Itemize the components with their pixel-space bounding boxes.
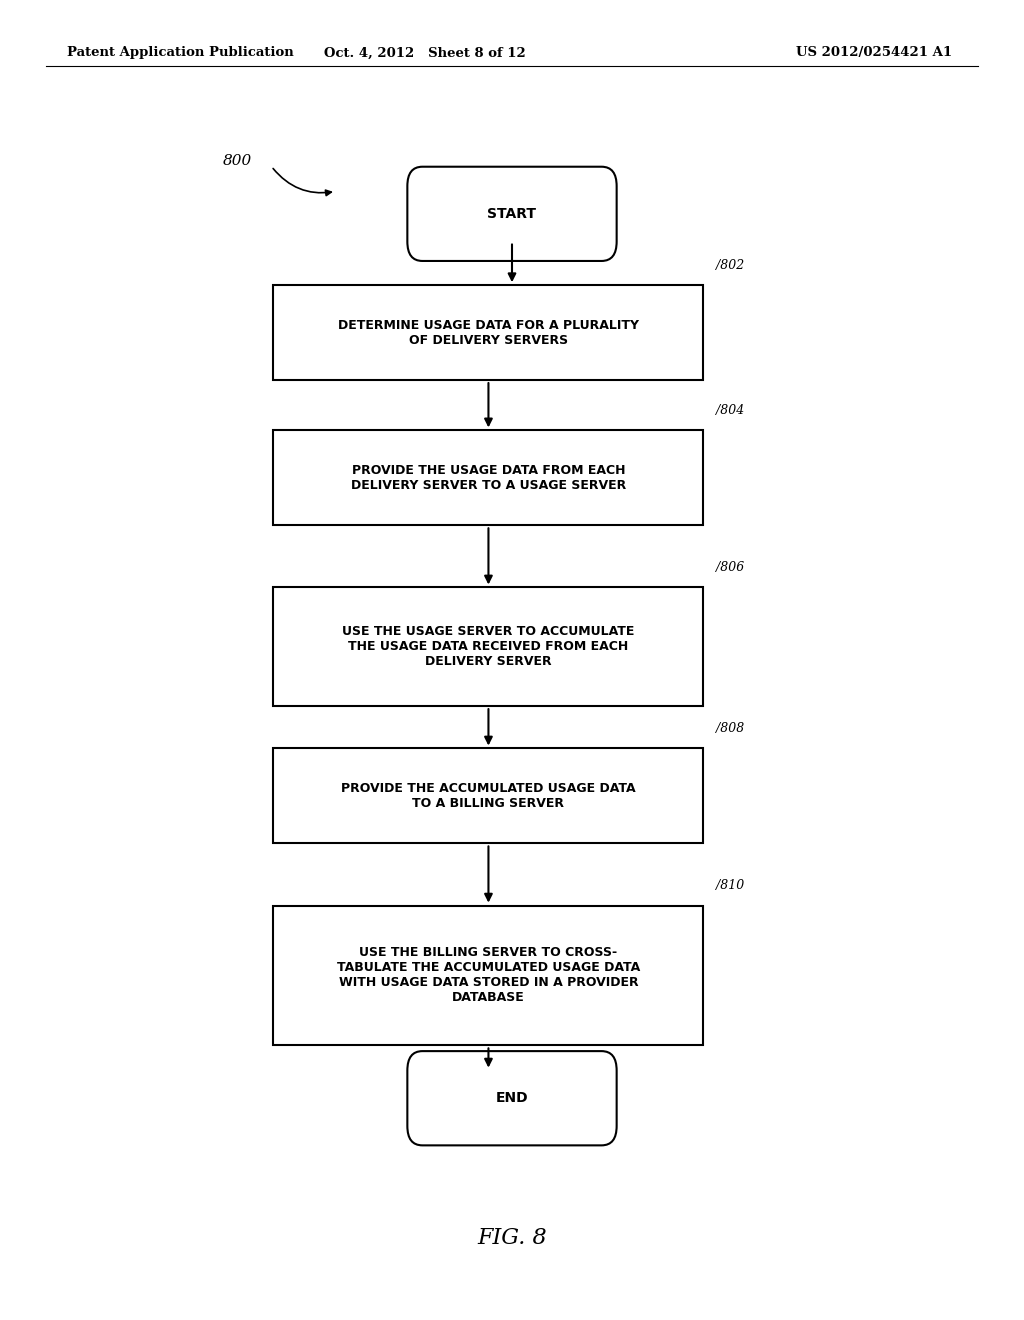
Text: Patent Application Publication: Patent Application Publication <box>67 46 293 59</box>
Text: /802: /802 <box>716 259 744 272</box>
Text: END: END <box>496 1092 528 1105</box>
Text: FIG. 8: FIG. 8 <box>477 1228 547 1249</box>
Text: USE THE USAGE SERVER TO ACCUMULATE
THE USAGE DATA RECEIVED FROM EACH
DELIVERY SE: USE THE USAGE SERVER TO ACCUMULATE THE U… <box>342 626 635 668</box>
Text: US 2012/0254421 A1: US 2012/0254421 A1 <box>797 46 952 59</box>
Text: /804: /804 <box>716 404 744 417</box>
Bar <box>273 748 703 843</box>
Text: /808: /808 <box>716 722 744 735</box>
Bar <box>273 285 703 380</box>
Text: START: START <box>487 207 537 220</box>
Text: PROVIDE THE USAGE DATA FROM EACH
DELIVERY SERVER TO A USAGE SERVER: PROVIDE THE USAGE DATA FROM EACH DELIVER… <box>351 463 626 492</box>
Text: /810: /810 <box>716 879 744 892</box>
Text: PROVIDE THE ACCUMULATED USAGE DATA
TO A BILLING SERVER: PROVIDE THE ACCUMULATED USAGE DATA TO A … <box>341 781 636 810</box>
Text: 800: 800 <box>223 154 253 168</box>
Text: /806: /806 <box>716 561 744 574</box>
FancyBboxPatch shape <box>408 1051 616 1146</box>
Bar <box>273 587 703 706</box>
Text: Oct. 4, 2012   Sheet 8 of 12: Oct. 4, 2012 Sheet 8 of 12 <box>324 46 526 59</box>
Text: USE THE BILLING SERVER TO CROSS-
TABULATE THE ACCUMULATED USAGE DATA
WITH USAGE : USE THE BILLING SERVER TO CROSS- TABULAT… <box>337 946 640 1005</box>
Text: DETERMINE USAGE DATA FOR A PLURALITY
OF DELIVERY SERVERS: DETERMINE USAGE DATA FOR A PLURALITY OF … <box>338 318 639 347</box>
FancyBboxPatch shape <box>408 166 616 261</box>
Bar <box>273 430 703 525</box>
Bar <box>273 906 703 1045</box>
